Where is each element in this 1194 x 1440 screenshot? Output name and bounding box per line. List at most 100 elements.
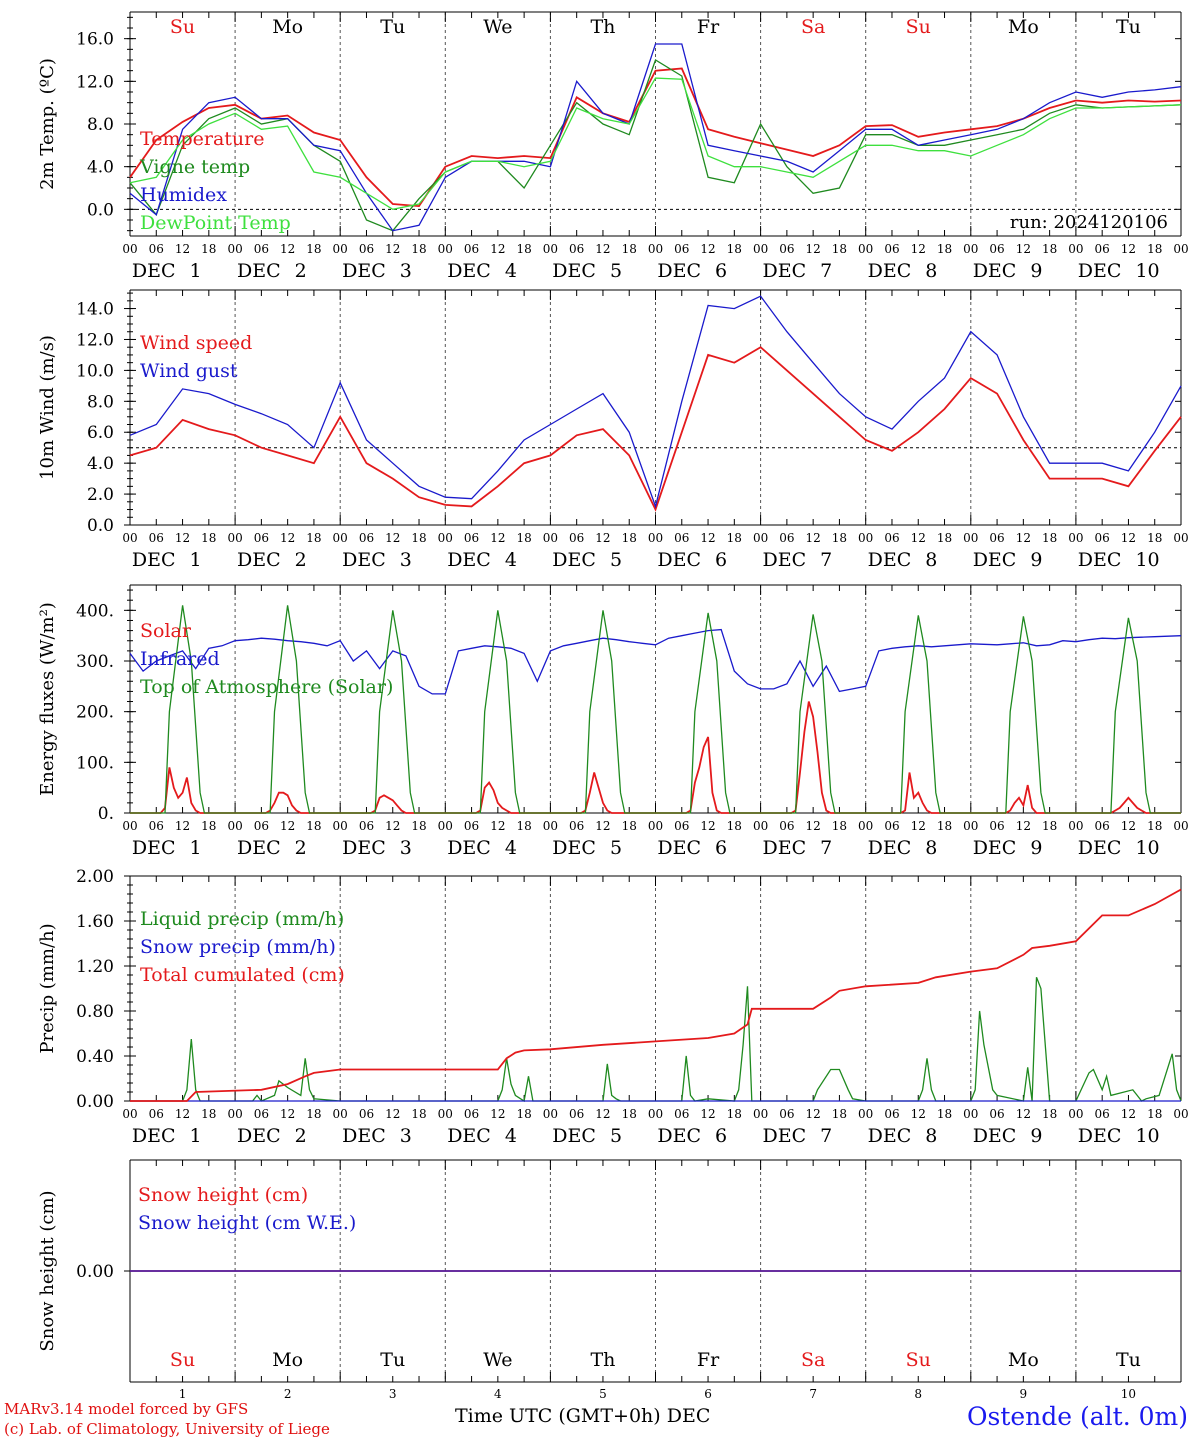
day-number-small: 6: [704, 1387, 712, 1401]
day-number-label: 6: [715, 260, 727, 282]
day-month-label: DEC: [657, 549, 701, 571]
day-month-label: DEC: [1078, 1125, 1122, 1147]
hour-tick-label: 06: [989, 819, 1004, 833]
hour-tick-label: 12: [1016, 531, 1031, 545]
weekday-label-top: Su: [170, 16, 195, 38]
day-month-label: DEC: [973, 260, 1017, 282]
weekday-label-bottom: Tu: [380, 1349, 405, 1371]
run-label: run: 2024120106: [1010, 212, 1168, 233]
y-tick-label: 14.0: [76, 300, 114, 320]
day-month-label: DEC: [237, 549, 281, 571]
y-tick-label: 10.0: [76, 361, 114, 381]
day-number-label: 4: [505, 837, 517, 859]
day-month-label: DEC: [342, 549, 386, 571]
hour-tick-label: 18: [411, 531, 426, 545]
day-month-label: DEC: [342, 1125, 386, 1147]
day-number-label: 7: [820, 260, 832, 282]
weekday-label-top: Su: [906, 16, 931, 38]
day-number-small: 2: [284, 1387, 292, 1401]
day-number-label: 10: [1135, 1125, 1159, 1147]
series-line-total-cumulated-cm-: [130, 888, 1182, 1102]
model-credit: MARv3.14 model forced by GFS: [4, 1400, 249, 1418]
day-month-label: DEC: [447, 1125, 491, 1147]
hour-tick-label: 12: [280, 531, 295, 545]
hour-tick-label: 12: [1016, 242, 1031, 256]
hour-tick-label: 00: [858, 531, 873, 545]
day-month-label: DEC: [552, 260, 596, 282]
day-month-label: DEC: [1078, 260, 1122, 282]
hour-tick-label: 00: [648, 1107, 663, 1121]
hour-tick-label: 06: [254, 242, 269, 256]
hour-tick-label: 06: [254, 819, 269, 833]
day-number-label: 4: [505, 260, 517, 282]
hour-tick-label: 18: [1042, 1107, 1057, 1121]
series-line-wind-gust: [129, 295, 1182, 509]
hour-tick-label: 00: [858, 819, 873, 833]
day-number-label: 10: [1135, 549, 1159, 571]
x-axis-month: DEC: [666, 1405, 711, 1427]
y-tick-label: 0.: [98, 804, 114, 824]
weekday-label-bottom: We: [483, 1349, 512, 1371]
weekday-label-top: Mo: [1008, 16, 1039, 38]
hour-tick-label: 00: [438, 531, 453, 545]
hour-tick-label: 18: [201, 1107, 216, 1121]
series-line-temperature: [129, 67, 1182, 208]
hour-tick-label: 00: [227, 531, 242, 545]
day-month-label: DEC: [657, 837, 701, 859]
hour-tick-label: 18: [1147, 531, 1162, 545]
hour-tick-label: 18: [306, 819, 321, 833]
weekday-label-bottom: Fr: [697, 1349, 720, 1371]
hour-tick-label: 06: [1095, 1107, 1110, 1121]
y-tick-label: 2.00: [76, 867, 114, 887]
day-number-small: 3: [389, 1387, 397, 1401]
hour-tick-label: 06: [359, 1107, 374, 1121]
hour-tick-label: 00: [963, 1107, 978, 1121]
day-number-small: 4: [494, 1387, 502, 1401]
hour-tick-label: 00: [227, 819, 242, 833]
hour-tick-label: 18: [411, 819, 426, 833]
day-number-label: 8: [925, 549, 937, 571]
hour-tick-label: 18: [411, 242, 426, 256]
hour-tick-label: 00: [753, 242, 768, 256]
hour-tick-label: 18: [727, 531, 742, 545]
hour-tick-label: 00: [963, 242, 978, 256]
hour-tick-label: 00: [333, 242, 348, 256]
hour-tick-label: 18: [832, 242, 847, 256]
hour-tick-label: 18: [622, 819, 637, 833]
hour-tick-label: 12: [700, 531, 715, 545]
day-number-label: 2: [295, 260, 307, 282]
day-number-small: 10: [1121, 1387, 1136, 1401]
hour-tick-label: 06: [569, 242, 584, 256]
hour-tick-label: 12: [280, 819, 295, 833]
day-number-label: 1: [190, 837, 202, 859]
hour-tick-label: 00: [122, 819, 137, 833]
hour-tick-label: 06: [989, 531, 1004, 545]
day-month-label: DEC: [763, 1125, 807, 1147]
day-month-label: DEC: [132, 837, 176, 859]
weekday-label-top: Sa: [801, 16, 825, 38]
day-number-small: 7: [809, 1387, 817, 1401]
hour-tick-label: 06: [884, 531, 899, 545]
hour-tick-label: 00: [333, 819, 348, 833]
day-month-label: DEC: [868, 260, 912, 282]
hour-tick-label: 00: [122, 1107, 137, 1121]
day-number-label: 1: [190, 1125, 202, 1147]
day-month-label: DEC: [763, 260, 807, 282]
day-month-label: DEC: [552, 837, 596, 859]
hour-tick-label: 06: [149, 242, 164, 256]
day-month-label: DEC: [763, 549, 807, 571]
weekday-label-bottom: Tu: [1116, 1349, 1141, 1371]
y-axis-label: 10m Wind (m/s): [37, 335, 58, 480]
y-tick-label: 1.60: [76, 912, 114, 932]
hour-tick-label: 06: [779, 242, 794, 256]
hour-tick-label: 00: [227, 242, 242, 256]
day-month-label: DEC: [973, 837, 1017, 859]
hour-tick-label: 12: [911, 242, 926, 256]
legend-entry: Wind speed: [140, 332, 252, 354]
hour-tick-label: 18: [201, 531, 216, 545]
hour-tick-label: 18: [727, 819, 742, 833]
day-number-label: 5: [610, 1125, 622, 1147]
hour-tick-label: 06: [779, 531, 794, 545]
weekday-label-top: We: [483, 16, 512, 38]
hour-tick-label: 12: [490, 531, 505, 545]
